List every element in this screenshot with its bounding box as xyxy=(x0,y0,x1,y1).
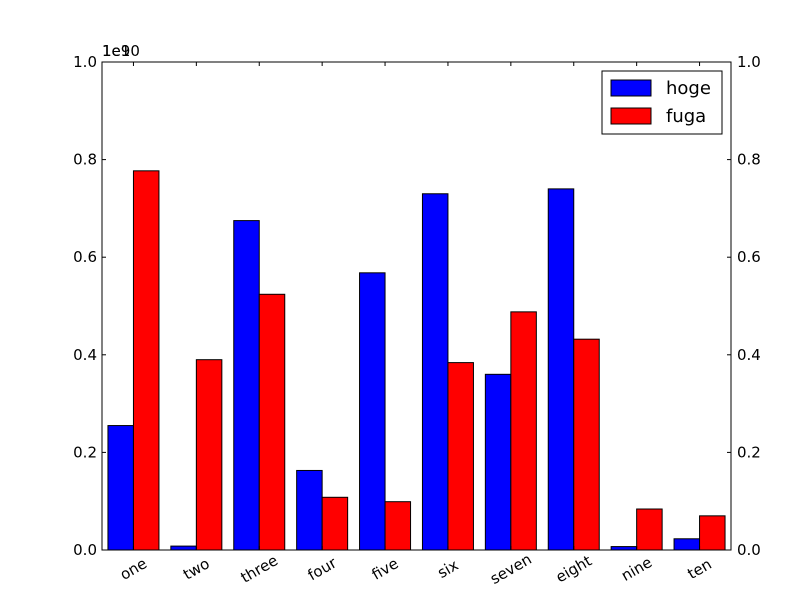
bar-fuga-ten xyxy=(699,515,726,551)
y-right-tick-label: 0.8 xyxy=(737,151,761,169)
legend-swatch-hoge xyxy=(610,79,652,97)
bar-fuga-five xyxy=(384,501,412,551)
bar-hoge-ten xyxy=(673,538,701,551)
bars-layer xyxy=(107,170,726,551)
legend: hoge fuga xyxy=(601,70,723,135)
bar-fuga-nine xyxy=(636,508,663,551)
y-left-tick-label: 0.6 xyxy=(73,248,97,266)
y-right-tick-label: 0.0 xyxy=(737,541,761,559)
bar-hoge-nine xyxy=(610,546,638,551)
bar-fuga-one xyxy=(132,170,160,551)
bar-hoge-six xyxy=(421,193,449,551)
y-left-tick-label: 0.0 xyxy=(73,541,97,559)
bar-fuga-two xyxy=(195,359,223,551)
bar-fuga-four xyxy=(321,496,349,551)
y-offset-label-a: 1e10 xyxy=(102,42,140,60)
bar-hoge-two xyxy=(170,545,197,551)
y-axis-right: 0.0 0.2 0.4 0.6 0.8 1.0 xyxy=(727,53,761,559)
y-right-tick-label: 0.2 xyxy=(737,443,761,461)
legend-label-fuga: fuga xyxy=(666,106,706,127)
bar-hoge-five xyxy=(359,272,386,551)
y-right-tick-label: 0.4 xyxy=(737,346,761,364)
bar-hoge-four xyxy=(296,469,323,551)
plot-frame xyxy=(101,61,732,551)
y-left-tick-label: 0.4 xyxy=(73,346,97,364)
bar-hoge-three xyxy=(233,220,260,551)
bar-fuga-seven xyxy=(510,311,537,551)
y-left-tick-label: 0.8 xyxy=(73,151,97,169)
bar-hoge-seven xyxy=(484,373,512,551)
bar-fuga-eight xyxy=(573,338,600,551)
y-right-tick-label: 1.0 xyxy=(737,53,761,71)
legend-swatch-fuga xyxy=(610,107,652,125)
bar-fuga-six xyxy=(447,362,474,551)
y-axis-left: 0.0 0.2 0.4 0.6 0.8 1.0 xyxy=(73,53,106,559)
bar-hoge-eight xyxy=(547,188,575,551)
legend-label-hoge: hoge xyxy=(666,78,711,99)
y-right-tick-label: 0.6 xyxy=(737,248,761,266)
y-offset-label-b: 1e9 xyxy=(102,42,130,60)
y-left-tick-label: 0.2 xyxy=(73,443,97,461)
bar-fuga-three xyxy=(258,293,286,551)
bar-hoge-one xyxy=(107,425,134,551)
y-left-tick-label: 1.0 xyxy=(73,53,97,71)
